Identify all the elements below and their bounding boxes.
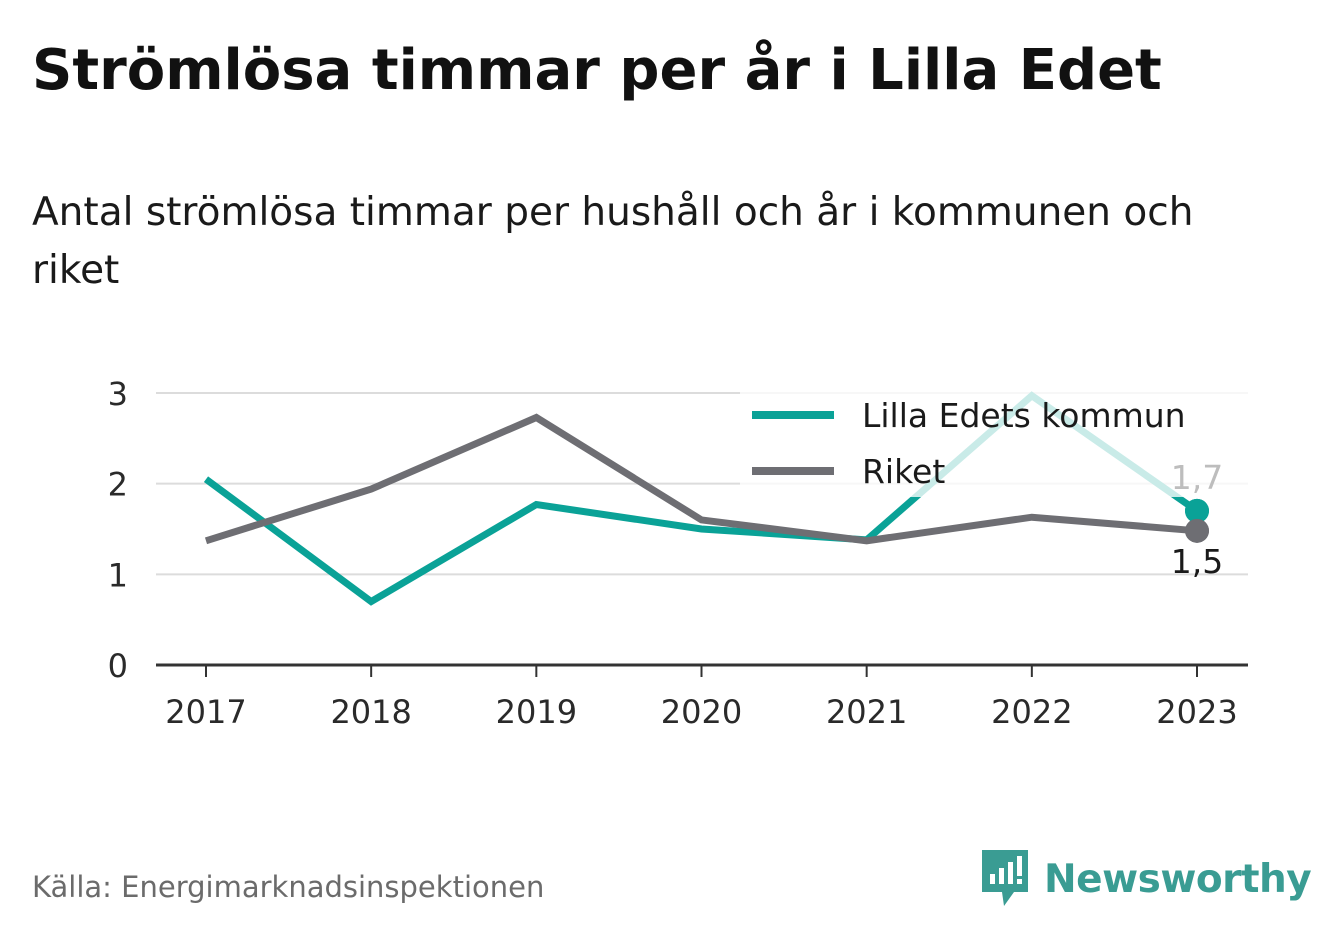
brand-name: Newsworthy: [1044, 856, 1312, 902]
x-tick-label: 2020: [661, 693, 742, 731]
end-label-riket: 1,5: [1171, 542, 1223, 581]
y-tick-label: 0: [108, 647, 128, 685]
y-tick-label: 2: [108, 466, 128, 504]
endpoint-marker-kommun: [1185, 498, 1209, 523]
x-tick-label: 2018: [330, 693, 411, 731]
series-line-riket: [204, 413, 1198, 545]
brand-logo: Newsworthy: [980, 848, 1312, 910]
newsworthy-logo-icon: [982, 850, 1028, 906]
x-tick-label: 2021: [826, 693, 907, 731]
source-note: Källa: Energimarknadsinspektionen: [32, 870, 545, 904]
legend-label: Riket: [862, 452, 945, 491]
y-tick-label: 3: [108, 375, 128, 413]
endpoint-marker-riket: [1185, 518, 1209, 543]
x-tick-label: 2023: [1156, 693, 1237, 731]
legend-label: Lilla Edets kommun: [862, 396, 1186, 435]
chart-subtitle: Antal strömlösa timmar per hushåll och å…: [32, 190, 1194, 293]
chart-title: Strömlösa timmar per år i Lilla Edet: [32, 38, 1162, 103]
legend-background: [740, 385, 1250, 497]
y-tick-label: 1: [108, 556, 128, 594]
x-tick-label: 2019: [496, 693, 577, 731]
x-tick-label: 2022: [991, 693, 1072, 731]
end-label-kommun: 1,7: [1171, 458, 1223, 497]
x-tick-label: 2017: [165, 693, 246, 731]
